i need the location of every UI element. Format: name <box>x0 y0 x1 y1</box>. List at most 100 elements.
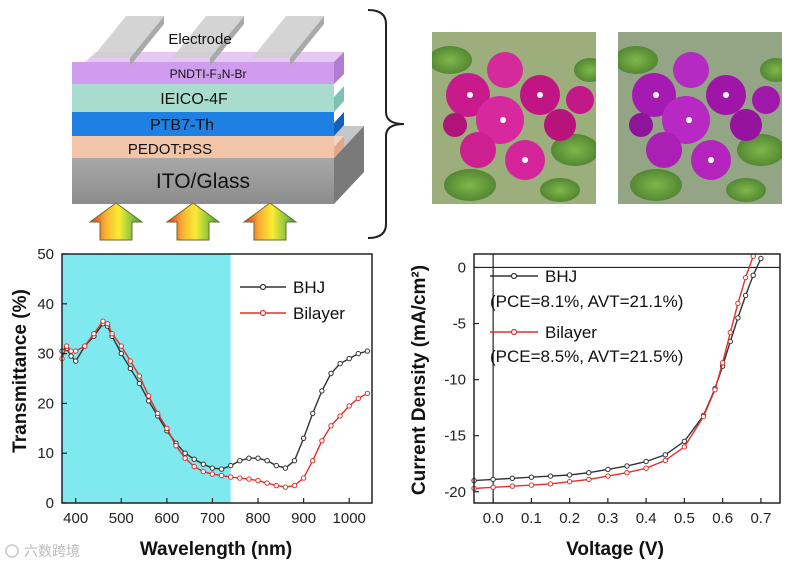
layer-label: PTB7-Th <box>150 117 214 134</box>
data-point-bhj <box>127 365 134 372</box>
data-point-bilayer <box>127 358 134 364</box>
data-point-bhj <box>346 355 352 362</box>
x-axis-title: Wavelength (nm) <box>140 539 292 560</box>
light-arrows <box>88 202 298 241</box>
layer-label: PNDTI-F₃N-Br <box>170 67 247 81</box>
data-point-bilayer <box>547 481 554 487</box>
data-point-bilayer <box>310 458 316 464</box>
data-point-bilayer <box>63 343 70 349</box>
x-tick-label: 0.5 <box>674 510 695 527</box>
arrow-up-icon <box>242 202 298 241</box>
data-point-bilayer <box>73 348 79 354</box>
data-point-bilayer <box>566 479 573 485</box>
data-point-bilayer <box>109 331 115 337</box>
data-point-bilayer <box>712 387 718 393</box>
data-point-bilayer <box>727 329 733 336</box>
data-point-bilayer <box>742 274 749 281</box>
y-tick-label: -5 <box>453 316 466 333</box>
data-point-bilayer <box>228 474 234 480</box>
data-point-bilayer <box>100 318 106 324</box>
data-point-bilayer <box>91 331 97 337</box>
data-point-bilayer <box>136 373 143 379</box>
data-point-bhj <box>118 350 125 357</box>
data-point-bhj <box>624 463 630 469</box>
y-tick-label: 50 <box>37 246 54 263</box>
data-point-bhj <box>355 350 361 357</box>
data-point-bilayer <box>586 476 592 483</box>
data-point-bhj <box>662 452 668 458</box>
legend: BHJ (PCE=8.1%, AVT=21.1%) Bilayer (PCE=8… <box>490 267 683 366</box>
data-point-bhj <box>758 255 764 262</box>
x-tick-label: 500 <box>109 510 134 527</box>
data-point-bhj <box>264 458 270 464</box>
layer-electrode: Electrode <box>92 16 324 66</box>
data-point-bilayer <box>182 455 188 461</box>
data-point-bhj <box>605 466 611 473</box>
legend-marker-bilayer <box>510 328 518 336</box>
data-point-bhj <box>643 458 649 465</box>
data-point-bilayer <box>364 390 371 397</box>
data-point-bilayer <box>355 395 361 402</box>
data-point-bilayer <box>82 343 88 349</box>
layer-label: Electrode <box>168 31 231 48</box>
data-point-bilayer <box>173 443 179 449</box>
x-tick-label: 0.7 <box>750 510 771 527</box>
data-point-bilayer <box>319 438 325 444</box>
data-point-bilayer <box>528 482 535 488</box>
data-point-bilayer <box>735 300 741 307</box>
x-tick-label: 0.3 <box>597 510 618 527</box>
data-point-bilayer <box>700 413 707 420</box>
data-point-bhj <box>337 360 343 367</box>
flower-photo-bilayer <box>618 32 782 204</box>
layer-ieico-4f: IEICO-4F <box>72 84 344 112</box>
x-axis-title: Voltage (V) <box>566 539 664 560</box>
data-point-bhj <box>282 465 289 471</box>
data-point-bhj <box>246 455 252 461</box>
legend-label-bhj-metrics: (PCE=8.1%, AVT=21.1%) <box>490 292 683 311</box>
data-point-bilayer <box>624 470 630 476</box>
data-point-bhj <box>509 475 515 481</box>
legend-marker-bilayer <box>259 309 267 317</box>
data-point-bhj <box>273 462 279 469</box>
data-point-bhj <box>319 388 325 394</box>
data-point-bilayer <box>282 484 289 490</box>
y-axis-title: Transmittance (%) <box>10 289 31 453</box>
layer-label: ITO/Glass <box>156 170 250 193</box>
data-point-bilayer <box>218 472 225 479</box>
data-point-bilayer <box>191 463 197 470</box>
data-point-bilayer <box>255 477 261 484</box>
y-tick-label: 30 <box>37 346 54 363</box>
data-point-bhj <box>310 410 316 417</box>
data-point-bilayer <box>337 413 343 419</box>
data-point-bhj <box>182 450 188 456</box>
data-point-bhj <box>735 315 741 321</box>
data-point-bilayer <box>118 343 125 349</box>
y-tick-label: 0 <box>458 259 466 276</box>
legend-label-bilayer-metrics: (PCE=8.5%, AVT=21.5%) <box>490 347 683 366</box>
data-point-bhj <box>200 461 207 467</box>
data-point-bhj <box>566 472 573 478</box>
y-tick-label: 0 <box>46 495 54 512</box>
layer-ptb7-th: PTB7-Th <box>72 112 344 136</box>
watermark: 六数跨境 <box>5 543 80 559</box>
data-point-bilayer <box>200 468 207 475</box>
legend-label-bhj: BHJ <box>545 267 577 286</box>
arrow-up-icon <box>88 202 144 241</box>
data-point-bilayer <box>291 482 298 489</box>
data-point-bhj <box>209 465 216 471</box>
data-point-bilayer <box>155 410 161 417</box>
legend-label-bhj: BHJ <box>293 278 325 297</box>
data-point-bhj <box>328 370 334 377</box>
plot-frame <box>61 253 373 504</box>
data-point-bilayer <box>246 476 252 482</box>
legend-marker-bhj <box>259 283 267 291</box>
data-point-bhj <box>228 462 234 469</box>
x-tick-label: 600 <box>154 510 179 527</box>
x-tick-label: 0.1 <box>521 510 542 527</box>
data-point-bilayer <box>643 465 649 471</box>
data-point-bhj <box>136 380 143 387</box>
watermark-text: 六数跨境 <box>24 543 80 559</box>
y-tick-label: 10 <box>37 445 54 462</box>
y-tick-label: 20 <box>37 395 54 412</box>
x-tick-label: 0.6 <box>712 510 733 527</box>
